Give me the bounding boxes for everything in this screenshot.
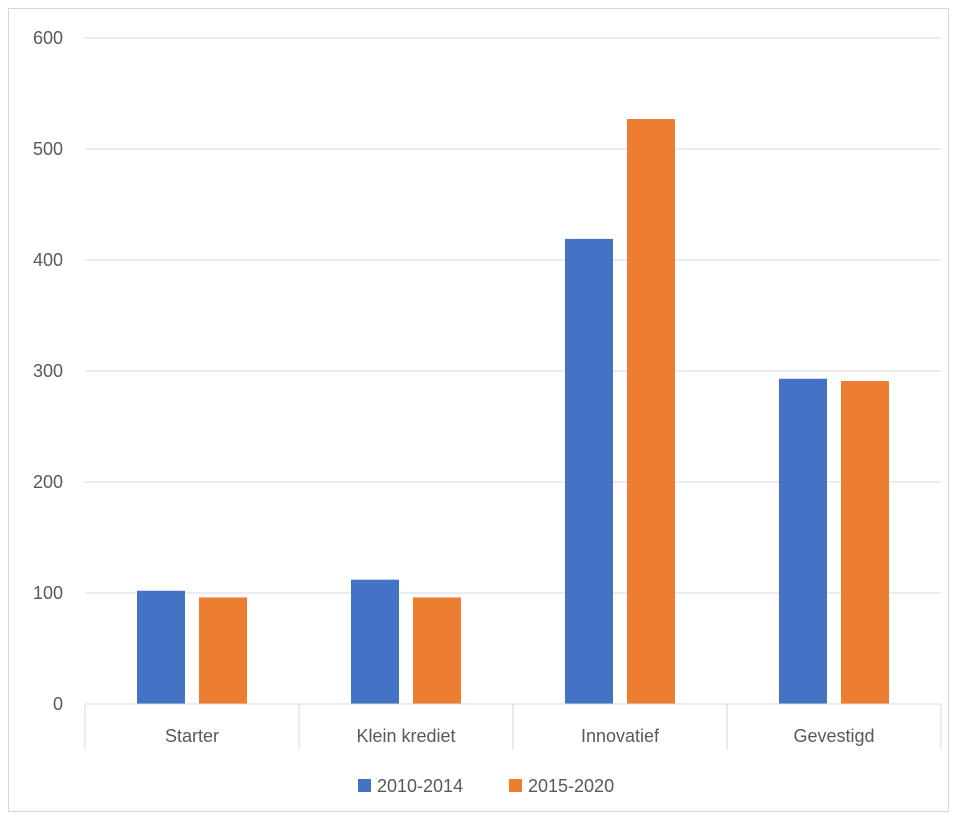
- bar: [199, 597, 247, 704]
- legend: 2010-2014 2015-2020: [358, 776, 614, 796]
- bar: [413, 597, 461, 704]
- x-axis: Starter Klein krediet Innovatief Gevestigd: [84, 703, 942, 750]
- bars: [137, 119, 889, 704]
- legend-label: 2010-2014: [377, 776, 463, 796]
- y-tick-label: 400: [33, 250, 63, 270]
- y-tick-label: 500: [33, 139, 63, 159]
- y-tick-label: 0: [53, 694, 63, 714]
- x-tick-label: Klein krediet: [356, 726, 455, 746]
- bar: [841, 380, 889, 704]
- y-tick-label: 100: [33, 583, 63, 603]
- bar: [565, 238, 613, 704]
- y-tick-label: 600: [33, 28, 63, 48]
- bar: [779, 378, 827, 704]
- bar: [137, 590, 185, 704]
- bar: [627, 119, 675, 704]
- bar: [351, 579, 399, 704]
- y-tick-label: 200: [33, 472, 63, 492]
- y-tick-label: 300: [33, 361, 63, 381]
- x-tick-label: Gevestigd: [793, 726, 874, 746]
- legend-swatch: [509, 779, 522, 792]
- legend-label: 2015-2020: [528, 776, 614, 796]
- x-tick-label: Starter: [165, 726, 219, 746]
- x-tick-label: Innovatief: [581, 726, 660, 746]
- y-axis-ticks: 0 100 200 300 400 500 600: [33, 28, 63, 714]
- legend-swatch: [358, 779, 371, 792]
